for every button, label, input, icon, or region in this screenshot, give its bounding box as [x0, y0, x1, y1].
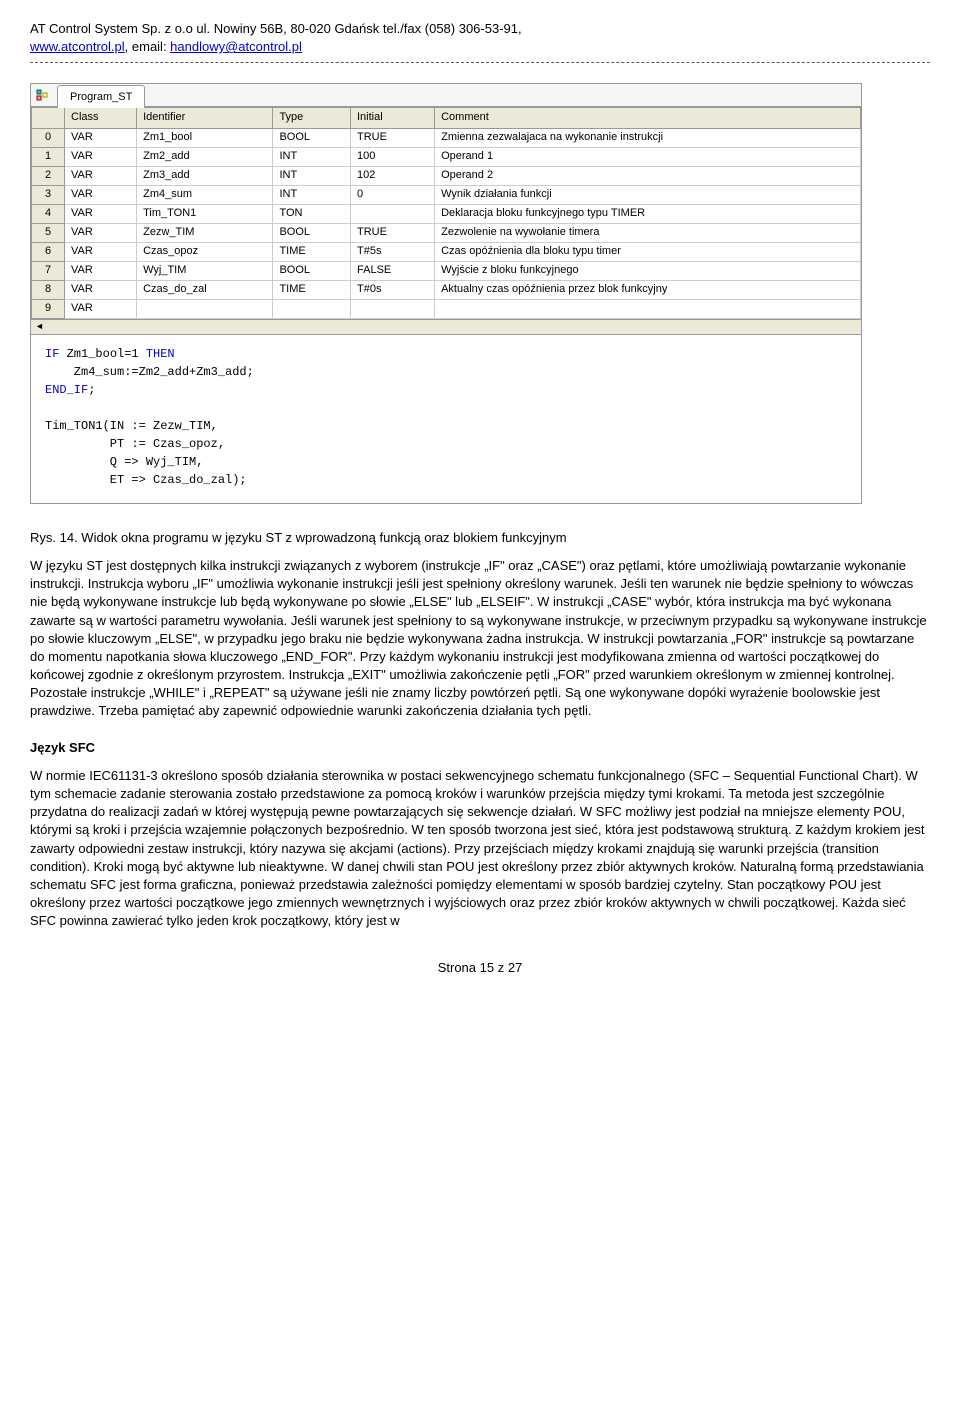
cell-initial[interactable]: TRUE	[351, 128, 435, 147]
row-number: 6	[32, 242, 65, 261]
row-number: 2	[32, 166, 65, 185]
row-number: 1	[32, 147, 65, 166]
cell-identifier[interactable]: Czas_opoz	[137, 242, 273, 261]
row-number: 7	[32, 261, 65, 280]
cell-initial[interactable]: T#0s	[351, 280, 435, 299]
section-heading-sfc: Język SFC	[30, 739, 930, 757]
body-paragraph-2: W normie IEC61131-3 określono sposób dzi…	[30, 767, 930, 931]
cell-identifier[interactable]: Zezw_TIM	[137, 223, 273, 242]
corner-cell	[32, 108, 65, 128]
cell-type[interactable]: INT	[273, 147, 351, 166]
tab-bar: Program_ST	[31, 84, 861, 107]
col-class: Class	[65, 108, 137, 128]
table-row[interactable]: 2VARZm3_addINT102Operand 2	[32, 166, 861, 185]
table-row[interactable]: 5VARZezw_TIMBOOLTRUEZezwolenie na wywoła…	[32, 223, 861, 242]
cell-comment[interactable]: Czas opóźnienia dla bloku typu timer	[435, 242, 861, 261]
cell-class[interactable]: VAR	[65, 147, 137, 166]
cell-comment[interactable]: Operand 2	[435, 166, 861, 185]
cell-initial[interactable]	[351, 299, 435, 318]
row-number: 3	[32, 185, 65, 204]
cell-identifier[interactable]: Zm3_add	[137, 166, 273, 185]
scroll-left-icon[interactable]: ◄	[31, 320, 48, 333]
table-row[interactable]: 8VARCzas_do_zalTIMET#0sAktualny czas opó…	[32, 280, 861, 299]
cell-identifier[interactable]	[137, 299, 273, 318]
table-row[interactable]: 9VAR	[32, 299, 861, 318]
cell-class[interactable]: VAR	[65, 299, 137, 318]
cell-identifier[interactable]: Wyj_TIM	[137, 261, 273, 280]
cell-class[interactable]: VAR	[65, 204, 137, 223]
horizontal-scrollbar[interactable]: ◄	[31, 319, 861, 334]
cell-comment[interactable]: Operand 1	[435, 147, 861, 166]
cell-class[interactable]: VAR	[65, 185, 137, 204]
email-label: , email:	[125, 39, 171, 54]
document-header: AT Control System Sp. z o.o ul. Nowiny 5…	[30, 20, 930, 56]
cell-class[interactable]: VAR	[65, 223, 137, 242]
email-link[interactable]: handlowy@atcontrol.pl	[170, 39, 302, 54]
col-identifier: Identifier	[137, 108, 273, 128]
cell-identifier[interactable]: Zm4_sum	[137, 185, 273, 204]
cell-comment[interactable]: Deklaracja bloku funkcyjnego typu TIMER	[435, 204, 861, 223]
cell-initial[interactable]	[351, 204, 435, 223]
cell-type[interactable]: TIME	[273, 280, 351, 299]
cell-initial[interactable]: FALSE	[351, 261, 435, 280]
cell-initial[interactable]: T#5s	[351, 242, 435, 261]
cell-identifier[interactable]: Zm1_bool	[137, 128, 273, 147]
cell-type[interactable]: BOOL	[273, 261, 351, 280]
cell-identifier[interactable]: Czas_do_zal	[137, 280, 273, 299]
table-row[interactable]: 0VARZm1_boolBOOLTRUEZmienna zezwalajaca …	[32, 128, 861, 147]
cell-class[interactable]: VAR	[65, 166, 137, 185]
row-number: 4	[32, 204, 65, 223]
table-row[interactable]: 7VARWyj_TIMBOOLFALSEWyjście z bloku funk…	[32, 261, 861, 280]
cell-comment[interactable]: Aktualny czas opóźnienia przez blok funk…	[435, 280, 861, 299]
cell-initial[interactable]: 102	[351, 166, 435, 185]
col-initial: Initial	[351, 108, 435, 128]
ide-screenshot: Program_ST Class Identifier Type Initial…	[30, 83, 862, 503]
company-info: AT Control System Sp. z o.o ul. Nowiny 5…	[30, 21, 522, 36]
header-divider	[30, 62, 930, 63]
row-number: 8	[32, 280, 65, 299]
cell-type[interactable]: BOOL	[273, 128, 351, 147]
row-number: 5	[32, 223, 65, 242]
variable-table: Class Identifier Type Initial Comment 0V…	[31, 107, 861, 318]
col-comment: Comment	[435, 108, 861, 128]
cell-identifier[interactable]: Zm2_add	[137, 147, 273, 166]
website-link[interactable]: www.atcontrol.pl	[30, 39, 125, 54]
page-footer: Strona 15 z 27	[30, 959, 930, 977]
program-icon	[35, 87, 51, 103]
cell-type[interactable]: TIME	[273, 242, 351, 261]
figure-caption: Rys. 14. Widok okna programu w języku ST…	[30, 529, 930, 547]
table-row[interactable]: 4VARTim_TON1TON Deklaracja bloku funkcyjn…	[32, 204, 861, 223]
cell-type[interactable]: INT	[273, 185, 351, 204]
cell-comment[interactable]: Zezwolenie na wywołanie timera	[435, 223, 861, 242]
body-paragraph-1: W języku ST jest dostępnych kilka instru…	[30, 557, 930, 721]
cell-class[interactable]: VAR	[65, 242, 137, 261]
cell-class[interactable]: VAR	[65, 128, 137, 147]
cell-class[interactable]: VAR	[65, 280, 137, 299]
cell-comment[interactable]	[435, 299, 861, 318]
cell-comment[interactable]: Wyjście z bloku funkcyjnego	[435, 261, 861, 280]
table-row[interactable]: 3VARZm4_sumINT0Wynik działania funkcji	[32, 185, 861, 204]
cell-comment[interactable]: Zmienna zezwalajaca na wykonanie instruk…	[435, 128, 861, 147]
cell-initial[interactable]: 0	[351, 185, 435, 204]
cell-class[interactable]: VAR	[65, 261, 137, 280]
cell-type[interactable]: TON	[273, 204, 351, 223]
row-number: 0	[32, 128, 65, 147]
cell-type[interactable]: INT	[273, 166, 351, 185]
col-type: Type	[273, 108, 351, 128]
cell-initial[interactable]: TRUE	[351, 223, 435, 242]
cell-type[interactable]: BOOL	[273, 223, 351, 242]
cell-type[interactable]	[273, 299, 351, 318]
row-number: 9	[32, 299, 65, 318]
cell-initial[interactable]: 100	[351, 147, 435, 166]
cell-identifier[interactable]: Tim_TON1	[137, 204, 273, 223]
table-row[interactable]: 1VARZm2_addINT100Operand 1	[32, 147, 861, 166]
code-editor[interactable]: IF Zm1_bool=1 THEN Zm4_sum:=Zm2_add+Zm3_…	[31, 334, 861, 503]
table-row[interactable]: 6VARCzas_opozTIMET#5sCzas opóźnienia dla…	[32, 242, 861, 261]
tab-program-st[interactable]: Program_ST	[57, 85, 145, 108]
cell-comment[interactable]: Wynik działania funkcji	[435, 185, 861, 204]
